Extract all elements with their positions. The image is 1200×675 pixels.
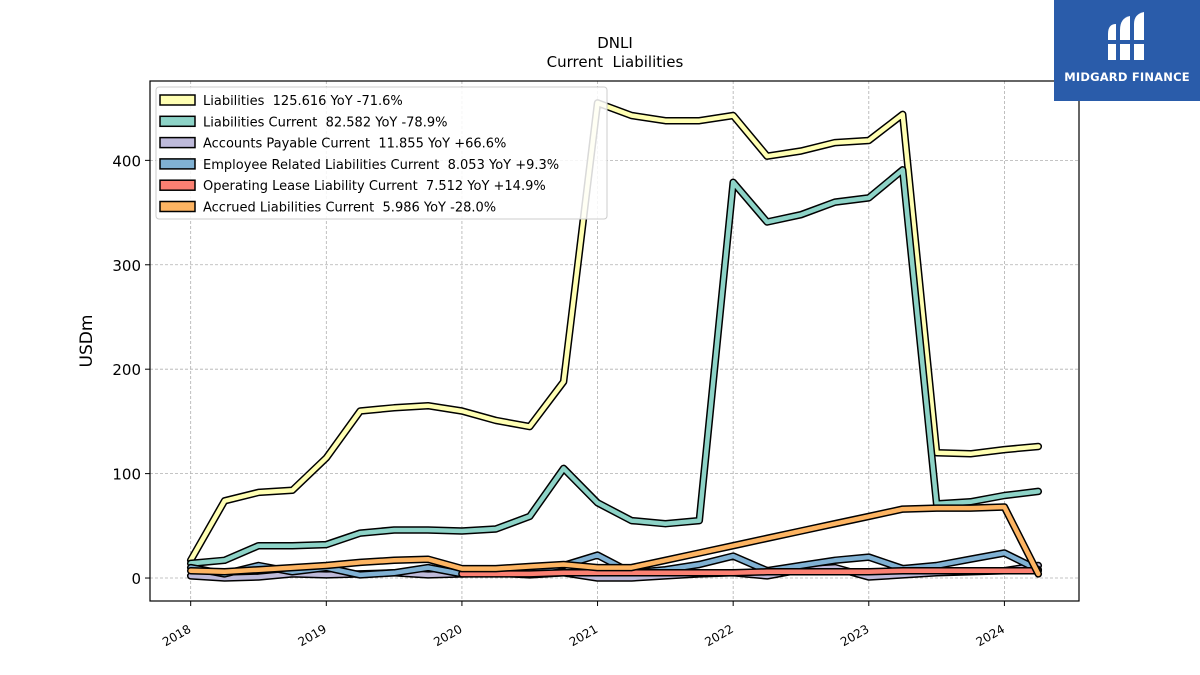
plot-lines [186, 99, 1043, 582]
logo-text: MIDGARD FINANCE [1064, 70, 1190, 84]
legend-entry: Employee Related Liabilities Current 8.0… [203, 158, 559, 173]
legend-swatch [159, 200, 196, 213]
legend: Liabilities 125.616 YoY -71.6% Liabilitie… [155, 86, 608, 220]
x-axis: 2018 2019 2020 2021 2022 2023 2024 [160, 601, 1007, 649]
series-5 [186, 503, 1043, 578]
legend-swatch [159, 179, 196, 191]
midgard-finance-logo: MIDGARD FINANCE [1054, 0, 1200, 101]
x-tick-label: 2021 [567, 622, 600, 649]
x-tick-label: 2019 [296, 622, 329, 649]
series-4 [458, 566, 1043, 578]
series-1 [186, 166, 1043, 568]
legend-entry: Liabilities Current 82.582 YoY -78.9% [203, 115, 447, 130]
midgard-logo-icon [1106, 12, 1146, 60]
x-tick-label: 2020 [431, 622, 464, 649]
y-axis-label: USDm [77, 315, 97, 368]
x-tick-label: 2022 [702, 622, 735, 649]
y-axis: 0 100 200 300 400 [112, 152, 150, 588]
legend-swatch [159, 158, 196, 170]
series-line-outline [186, 166, 1043, 568]
series-line [459, 568, 1041, 577]
x-tick-label: 2023 [838, 622, 871, 649]
chart-title: DNLI [597, 34, 633, 52]
legend-entry: Liabilities 125.616 YoY -71.6% [203, 94, 403, 109]
legend-swatch [159, 115, 196, 128]
legend-entry: Operating Lease Liability Current 7.512 … [203, 179, 546, 194]
y-tick-label: 100 [112, 466, 141, 484]
y-tick-label: 200 [112, 361, 141, 379]
series-0 [186, 99, 1043, 565]
series-line [188, 100, 1041, 563]
legend-entry: Accrued Liabilities Current 5.986 YoY -2… [203, 201, 496, 216]
x-tick-label: 2024 [974, 622, 1007, 649]
legend-box [155, 86, 608, 220]
y-tick-label: 0 [131, 570, 141, 588]
series-line [188, 563, 1041, 581]
x-tick-label: 2018 [160, 622, 193, 649]
plot-frame [149, 80, 1080, 602]
series-2 [186, 561, 1043, 582]
legend-swatch [159, 94, 196, 106]
legend-swatch [159, 136, 196, 149]
series-line [188, 167, 1041, 566]
y-tick-label: 300 [112, 257, 141, 275]
series-line [188, 504, 1041, 577]
y-tick-label: 400 [112, 152, 141, 170]
chart-subtitle: Current Liabilities [547, 53, 684, 71]
legend-entry: Accounts Payable Current 11.855 YoY +66.… [203, 137, 506, 152]
